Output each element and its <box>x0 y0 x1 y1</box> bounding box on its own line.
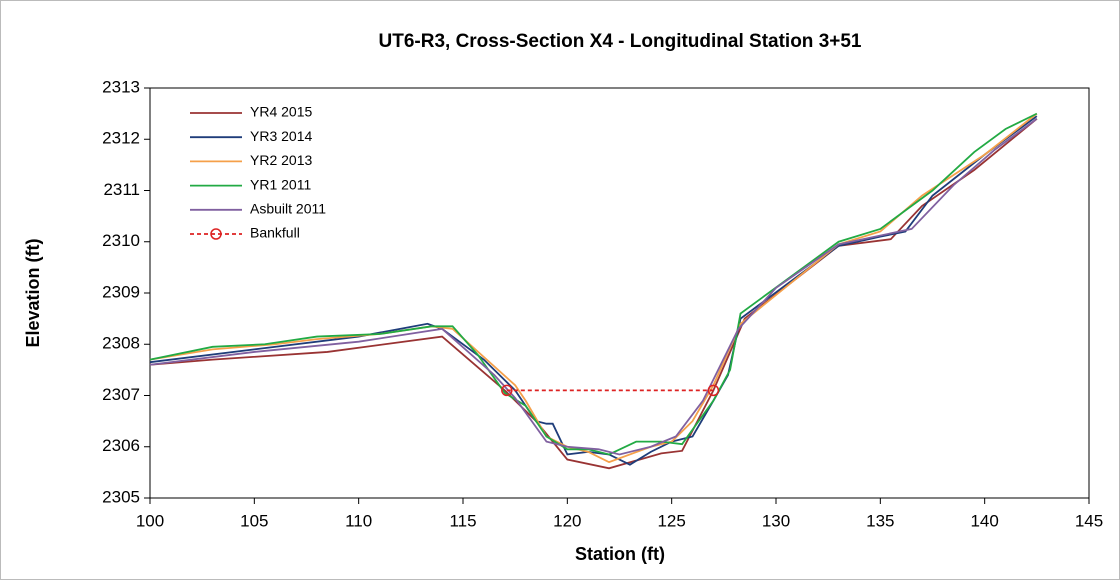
x-tick-label: 135 <box>866 511 894 530</box>
legend-marker <box>210 228 222 240</box>
series-marker <box>707 384 720 397</box>
y-tick-label: 2310 <box>102 231 140 250</box>
x-tick-label: 110 <box>345 511 372 530</box>
y-tick-label: 2312 <box>102 129 140 148</box>
legend-label: Asbuilt 2011 <box>250 201 326 217</box>
series-line <box>149 112 1038 456</box>
x-tick-label: 145 <box>1075 511 1103 530</box>
x-tick-label: 105 <box>240 511 268 530</box>
y-tick-label: 2308 <box>102 334 140 353</box>
x-tick-label: 115 <box>449 511 476 530</box>
x-tick-label: 140 <box>970 511 998 530</box>
series-line <box>149 118 1038 456</box>
legend-label: YR3 2014 <box>250 128 312 144</box>
legend-label: YR2 2013 <box>250 152 312 168</box>
y-tick-label: 2309 <box>102 282 140 301</box>
legend-label: Bankfull <box>250 225 300 241</box>
x-tick-label: 120 <box>553 511 581 530</box>
y-tick-label: 2307 <box>102 385 140 404</box>
x-axis-label: Station (ft) <box>575 544 665 564</box>
series-marker <box>501 384 513 397</box>
x-tick-label: 100 <box>136 511 164 530</box>
chart-title: UT6-R3, Cross-Section X4 - Longitudinal … <box>379 31 862 52</box>
y-axis-label: Elevation (ft) <box>23 238 43 347</box>
y-tick-label: 2306 <box>102 436 140 455</box>
legend-label: YR1 2011 <box>250 176 311 192</box>
y-tick-label: 2311 <box>103 180 140 199</box>
x-tick-label: 130 <box>762 511 790 530</box>
x-tick-label: 125 <box>657 511 685 530</box>
series-line <box>149 118 1038 470</box>
y-tick-label: 2305 <box>102 487 140 506</box>
legend-label: YR4 2015 <box>250 104 312 120</box>
y-tick-label: 2313 <box>102 77 140 96</box>
